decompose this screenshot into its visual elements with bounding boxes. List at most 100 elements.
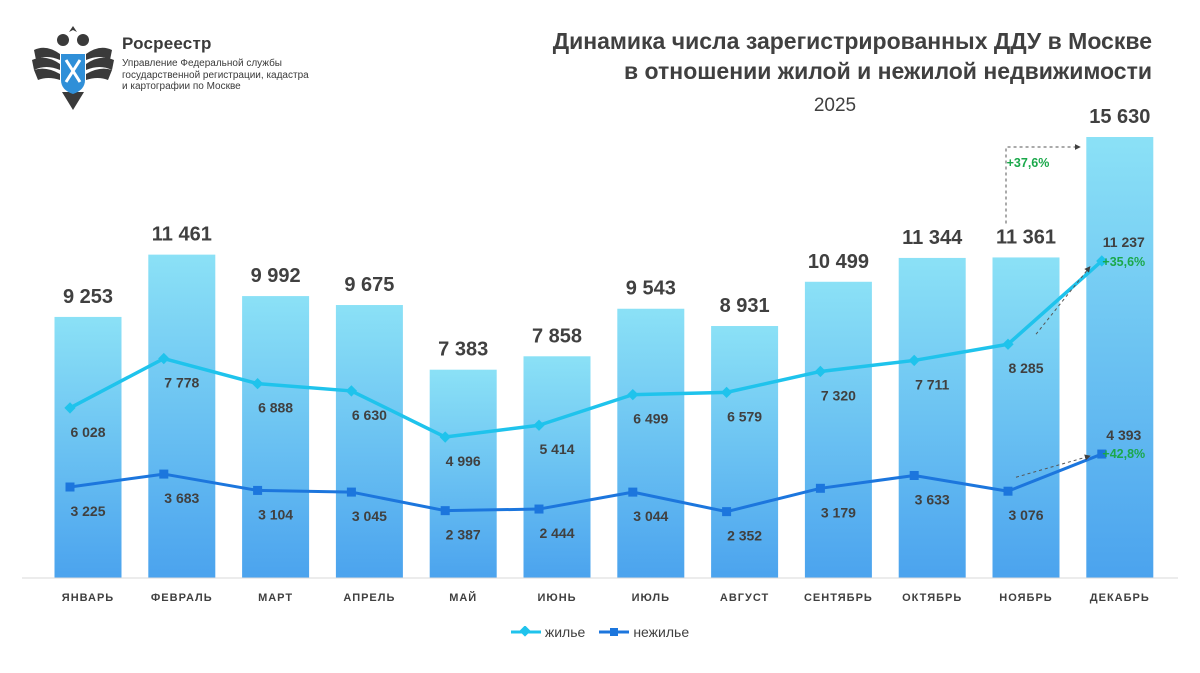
residential-value-label: 6 028 (70, 424, 105, 440)
chart-title-line-2: в отношении жилой и нежилой недвижимости (624, 58, 1152, 84)
legend-item-nonresidential: нежилье (599, 624, 689, 640)
residential-value-label: 6 888 (258, 400, 293, 416)
bar-total (242, 296, 310, 578)
residential-value-label: 6 630 (352, 407, 387, 423)
bar-total (335, 305, 403, 578)
total-label: 9 543 (626, 278, 676, 300)
nonresidential-point (1097, 449, 1107, 459)
residential-value-label: 4 996 (446, 453, 481, 469)
residential-value-label: 11 237 (1103, 234, 1145, 250)
residential-growth-arrow (1035, 266, 1091, 335)
nonresidential-point (722, 507, 732, 517)
category-label: МАЙ (449, 591, 477, 604)
ddu-chart: 9 253 ЯНВАРЬ 11 461 ФЕВРАЛЬ 9 992 МАРТ 9 675 АП… (22, 106, 1178, 604)
series-line-nonresidential (69, 452, 1103, 514)
legend-marker-nonresidential (599, 628, 630, 636)
total-label: 8 931 (720, 295, 770, 317)
nonresidential-value-label: 3 225 (70, 503, 105, 519)
nonresidential-point (346, 487, 356, 497)
legend-label-nonresidential: нежилье (633, 624, 690, 640)
total-label: 10 499 (808, 251, 869, 273)
residential-point (814, 365, 827, 378)
category-label: ДЕКАБРЬ (1090, 592, 1150, 604)
total-label: 9 992 (251, 265, 301, 287)
total-label: 9 253 (63, 286, 113, 308)
nonresidential-value-label: 4 393 (1106, 427, 1141, 443)
nonresidential-value-label: 2 352 (727, 528, 762, 544)
residential-point (251, 377, 264, 390)
residential-value-label: 5 414 (539, 441, 574, 457)
legend-label-residential: жилье (544, 624, 586, 640)
chart-year: 2025 (813, 95, 857, 116)
bar-total (1086, 137, 1154, 578)
nonresidential-value-label: 3 179 (821, 504, 856, 520)
category-label: ИЮНЬ (537, 592, 576, 604)
residential-value-label: 7 320 (821, 387, 856, 403)
residential-value-label: 7 778 (164, 375, 199, 391)
residential-point (1096, 255, 1108, 267)
residential-point (345, 385, 358, 397)
nonresidential-point (440, 506, 450, 516)
residential-point (720, 386, 733, 399)
residential-point (439, 431, 451, 443)
bar-total (898, 257, 966, 578)
category-label: ИЮЛЬ (632, 592, 670, 604)
nonresidential-value-label: 3 045 (352, 508, 387, 524)
residential-value-label: 7 711 (915, 376, 949, 392)
bar-total (711, 326, 779, 578)
chart-title-line-1: Динамика числа зарегистрированных ДДУ в … (552, 28, 1152, 54)
nonresidential-value-label: 3 104 (258, 506, 293, 522)
bar-total (804, 281, 872, 578)
bar-total (429, 369, 497, 578)
total-growth-arrow (1005, 144, 1081, 224)
category-label: СЕНТЯБРЬ (804, 592, 873, 604)
nonresidential-growth-label: +42,8% (1102, 447, 1145, 461)
bar-total (148, 254, 216, 578)
rosreestr-emblem-logo (32, 26, 114, 110)
bar-total (617, 308, 685, 578)
org-subtitle: Управление Федеральной службы государств… (122, 58, 309, 92)
category-label: ФЕВРАЛЬ (151, 592, 213, 604)
legend-marker-residential (510, 626, 541, 637)
residential-point (533, 419, 545, 431)
category-label: МАРТ (258, 592, 293, 604)
total-label: 7 858 (532, 325, 582, 347)
nonresidential-point (815, 483, 825, 493)
bar-total (523, 356, 591, 578)
residential-point (158, 352, 170, 365)
total-label: 11 461 (152, 224, 212, 246)
total-growth-label: +37,6% (1007, 156, 1050, 170)
chart-legend: жилье нежилье (0, 624, 1200, 640)
org-name: Росреестр (122, 34, 212, 53)
legend-item-residential: жилье (510, 624, 586, 640)
bar-total (54, 316, 122, 578)
residential-point (908, 354, 920, 367)
nonresidential-value-label: 3 683 (164, 490, 199, 506)
category-label: ОКТЯБРЬ (902, 592, 962, 604)
nonresidential-growth-arrow (1015, 454, 1091, 478)
nonresidential-point (909, 470, 919, 480)
category-label: НОЯБРЬ (999, 592, 1052, 604)
residential-point (1002, 338, 1014, 350)
residential-growth-label: +35,6% (1102, 255, 1145, 269)
nonresidential-point (253, 485, 263, 495)
category-label: АПРЕЛЬ (343, 592, 395, 604)
nonresidential-point (628, 487, 638, 497)
nonresidential-point (65, 482, 75, 492)
total-label: 7 383 (438, 339, 488, 361)
nonresidential-value-label: 2 387 (446, 527, 481, 543)
residential-value-label: 6 579 (727, 408, 762, 424)
total-label: 15 630 (1089, 106, 1150, 128)
nonresidential-value-label: 3 076 (1008, 507, 1043, 523)
nonresidential-point (1003, 486, 1013, 496)
total-label: 11 361 (996, 226, 1056, 248)
nonresidential-point (159, 469, 169, 479)
residential-value-label: 6 499 (633, 411, 668, 427)
nonresidential-value-label: 3 633 (915, 491, 950, 507)
total-label: 9 675 (344, 274, 394, 296)
nonresidential-point (534, 504, 544, 514)
residential-value-label: 8 285 (1008, 360, 1043, 376)
category-label: АВГУСТ (720, 592, 769, 604)
nonresidential-value-label: 3 044 (633, 508, 668, 524)
total-label: 11 344 (902, 227, 963, 249)
